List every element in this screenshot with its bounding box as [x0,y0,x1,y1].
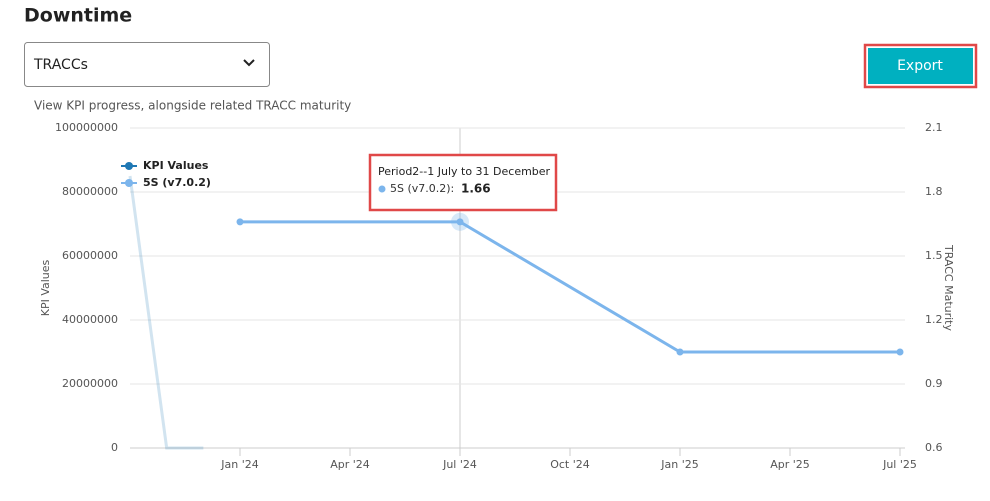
point [896,348,904,356]
point [456,218,464,226]
x-tick-label: Apr '24 [330,458,370,471]
highlight-box [863,43,978,89]
subtitle: View KPI progress, alongside related TRA… [34,99,351,113]
y-axis-title: KPI Values [39,259,52,316]
point [236,218,244,226]
y-tick-label: 60000000 [62,249,118,262]
point [676,348,684,356]
tooltip-dot [378,185,386,193]
x-tick-label: Jan '24 [220,458,258,471]
tooltip-title: Period2--1 July to 31 December [378,165,551,178]
series-line [240,220,900,354]
chevron [243,59,255,67]
export-button[interactable] [868,48,973,84]
x-tick-label: Jul '25 [882,458,917,471]
series-line [128,175,204,450]
legend-marker [125,162,133,170]
x-tick-label: Oct '24 [550,458,590,471]
y2-tick-label: 0.9 [925,377,943,390]
y-tick-label: 0 [111,441,118,454]
y2-tick-label: 1.5 [925,249,943,262]
legend-label: KPI Values [143,159,209,172]
y2-tick-label: 1.2 [925,313,943,326]
tooltip-value: 1.66 [461,182,491,196]
y-tick-label: 40000000 [62,313,118,326]
dropdown[interactable] [24,42,270,87]
y-tick-label: 80000000 [62,185,118,198]
y-tick-label: 100000000 [55,121,118,134]
x-tick-label: Jan '25 [660,458,698,471]
x-tick-label: Apr '25 [770,458,810,471]
tooltip: Period2--1 July to 31 December 5S (v7.0.… [368,153,558,212]
x-tick-label: Jul '24 [442,458,477,471]
y-tick-label: 20000000 [62,377,118,390]
y2-tick-label: 0.6 [925,441,943,454]
tooltip-box [368,153,558,212]
export-label: Export [897,58,943,74]
y2-axis-title: TRACC Maturity [942,244,955,332]
legend-marker [125,179,133,187]
y2-tick-label: 1.8 [925,185,943,198]
tooltip-label: 5S (v7.0.2): [390,182,454,195]
y2-tick-label: 2.1 [925,121,943,134]
plot: 0 20000000 40000000 60000000 80000000 1000000… [55,121,943,471]
page-title: Downtime [24,5,132,27]
legend-label: 5S (v7.0.2) [143,176,211,189]
dropdown-value: TRACCs [33,57,88,73]
